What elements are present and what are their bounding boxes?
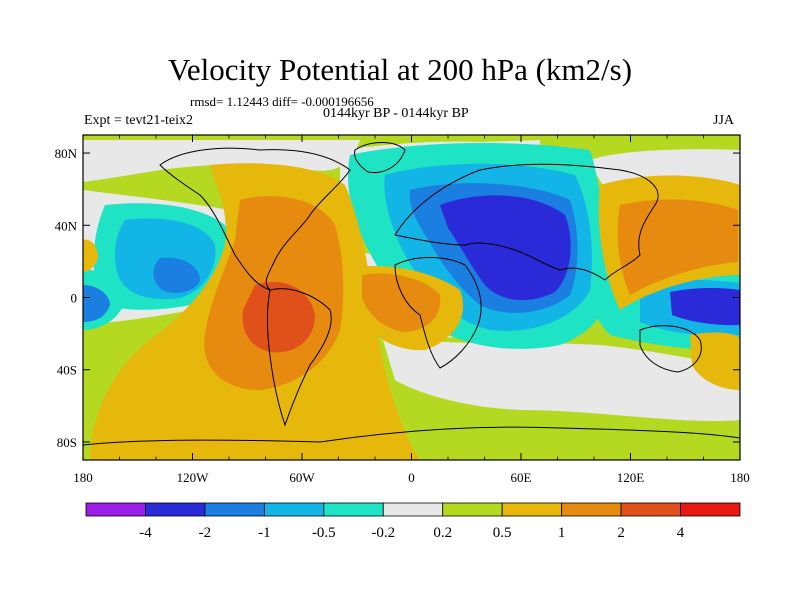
colorbar-swatch bbox=[501, 502, 563, 517]
colorbar-label: 1 bbox=[558, 525, 566, 541]
x-tick-label: 60E bbox=[511, 470, 532, 485]
x-tick-label: 180 bbox=[730, 470, 750, 485]
colorbar-swatch bbox=[680, 502, 741, 517]
coastline-africa bbox=[394, 257, 482, 369]
colorbar-label: -0.2 bbox=[371, 525, 395, 541]
colorbar-swatch bbox=[561, 502, 622, 517]
x-axis: 180 120W 60W 0 60E 120E 180 bbox=[73, 135, 750, 485]
colorbar-swatch bbox=[204, 502, 265, 517]
x-tick-label: 0 bbox=[408, 470, 415, 485]
coastlines bbox=[83, 142, 740, 446]
colorbar-swatch bbox=[620, 502, 681, 517]
colorbar-label: -1 bbox=[258, 525, 271, 541]
colorbar-label: 0.2 bbox=[433, 525, 452, 541]
coastline-eurasia bbox=[394, 163, 659, 281]
colorbar-label: -4 bbox=[139, 525, 152, 541]
positive-region-west-edge-yellow bbox=[83, 239, 98, 272]
negative-core-central-pacific bbox=[153, 257, 200, 293]
coastline-australia bbox=[639, 325, 702, 373]
colorbar-label: 4 bbox=[677, 525, 685, 541]
negative-core-asia bbox=[440, 195, 571, 301]
colorbar-swatch bbox=[323, 502, 384, 517]
colorbar-label: -2 bbox=[199, 525, 212, 541]
x-tick-label: 60W bbox=[289, 470, 315, 485]
coastline-antarctica bbox=[83, 426, 740, 446]
x-tick-label: 120E bbox=[617, 470, 645, 485]
x-tick-label: 120W bbox=[177, 470, 210, 485]
plot-title: Velocity Potential at 200 hPa (km2/s) bbox=[167, 52, 633, 87]
negative-region-east-pacific-blue bbox=[83, 285, 110, 322]
season-label: JJA bbox=[713, 113, 735, 128]
coastline-south-america bbox=[266, 288, 332, 427]
colorbar-label: -0.5 bbox=[312, 525, 336, 541]
positive-core-south-america bbox=[242, 281, 315, 353]
y-axis: 80N 40N 0 40S 80S bbox=[55, 146, 740, 450]
colorbar-swatch bbox=[145, 502, 206, 517]
coastline-north-america bbox=[159, 147, 351, 291]
colorbar-swatch bbox=[442, 502, 503, 517]
coastline-greenland bbox=[354, 142, 406, 174]
colorbar-label: 0.5 bbox=[493, 525, 512, 541]
positive-region-australia-yellow bbox=[690, 332, 740, 390]
y-tick-label: 80N bbox=[55, 146, 78, 161]
colorbar-label: 2 bbox=[617, 525, 625, 541]
negative-core-west-pacific bbox=[670, 288, 740, 326]
colorbar-swatch bbox=[85, 502, 146, 517]
velocity-potential-field bbox=[83, 135, 740, 460]
positive-region-east-asia-orange bbox=[617, 199, 738, 295]
time-range-label: 0144kyr BP - 0144kyr BP bbox=[323, 106, 469, 121]
y-tick-label: 40N bbox=[55, 218, 78, 233]
y-tick-label: 40S bbox=[57, 363, 77, 378]
experiment-label: Expt = tevt21-teix2 bbox=[84, 113, 193, 128]
x-tick-label: 180 bbox=[73, 470, 93, 485]
y-tick-label: 0 bbox=[71, 291, 78, 306]
colorbar-swatch bbox=[382, 502, 444, 517]
colorbar-swatch bbox=[263, 502, 325, 517]
colorbar: -4 -2 -1 -0.5 -0.2 0.2 0.5 1 2 4 bbox=[85, 502, 741, 541]
rmsd-diff-stats: rmsd= 1.12443 diff= -0.000196656 bbox=[190, 94, 374, 109]
y-tick-label: 80S bbox=[57, 435, 77, 450]
neutral-band-south bbox=[380, 330, 740, 422]
